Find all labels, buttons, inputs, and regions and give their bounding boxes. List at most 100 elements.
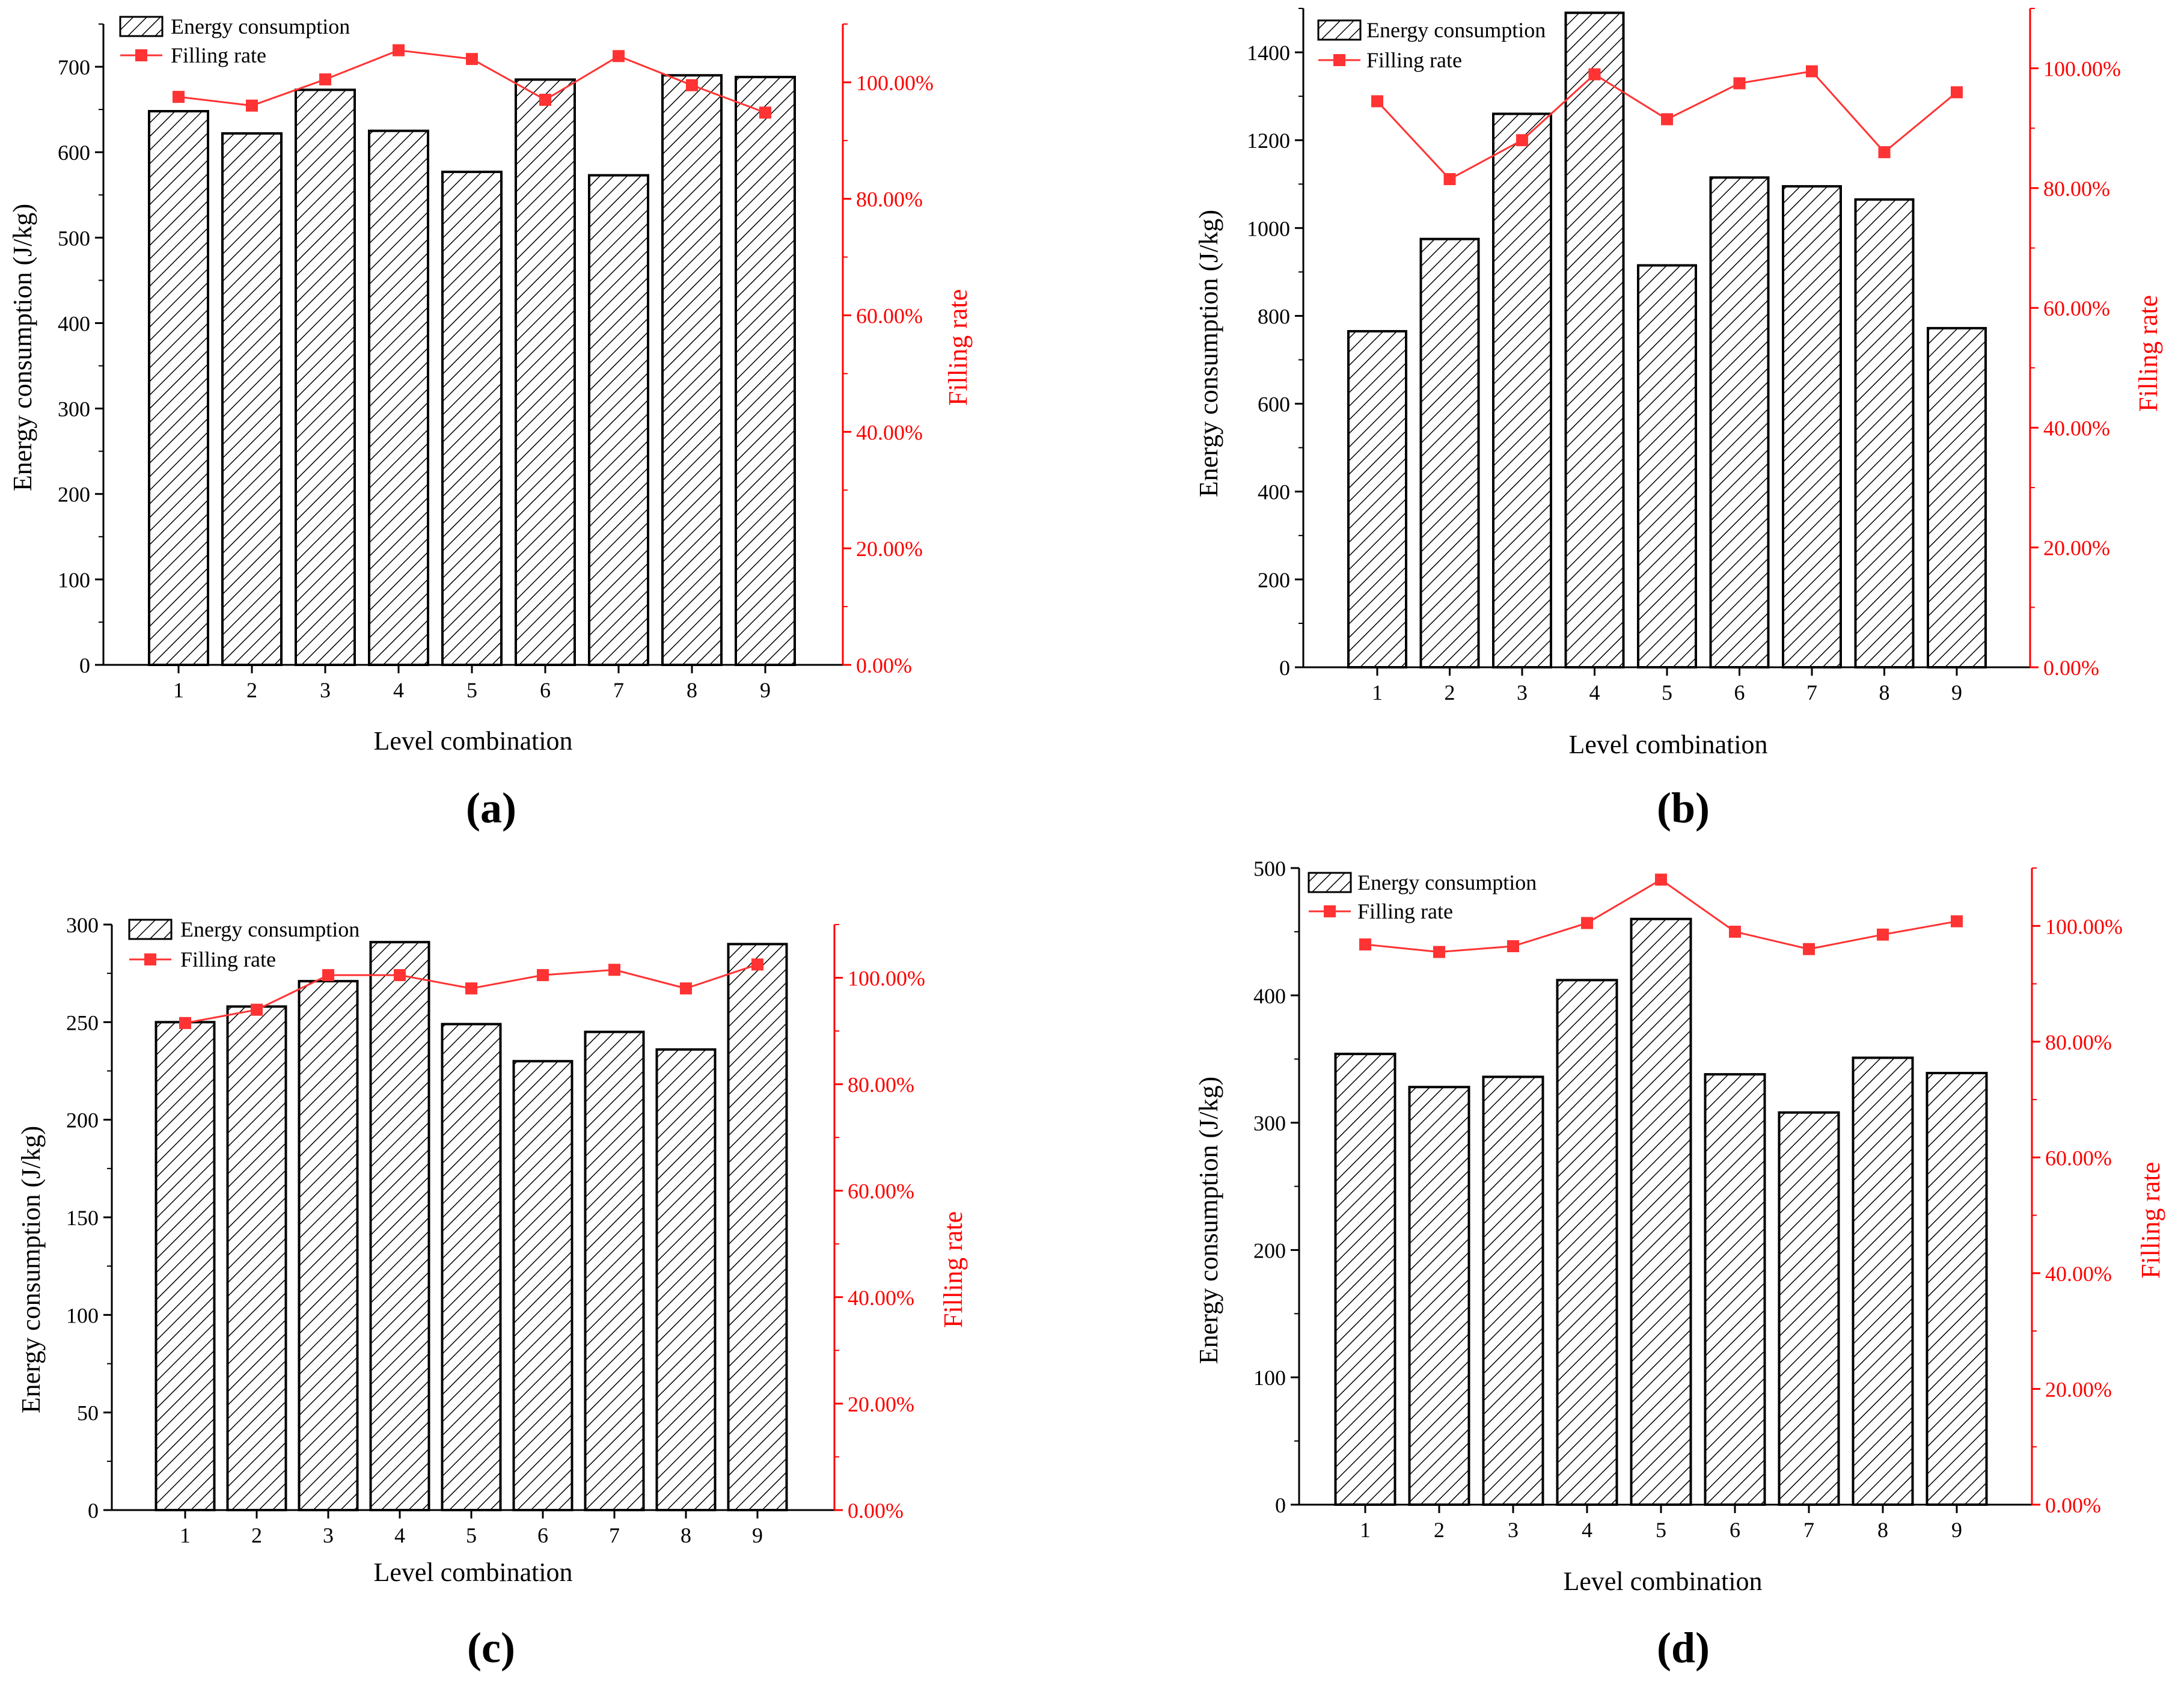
y2-tick-label: 60.00% bbox=[856, 304, 923, 328]
filling-rate-point-6 bbox=[1729, 925, 1741, 938]
y2-axis-title: Filling rate bbox=[938, 1211, 968, 1328]
filling-rate-point-4 bbox=[393, 44, 405, 57]
legend-line-marker bbox=[135, 49, 147, 61]
x-tick-label: 3 bbox=[320, 678, 331, 702]
legend-bar-swatch bbox=[1308, 872, 1352, 893]
y-tick-label: 300 bbox=[1253, 1112, 1286, 1136]
y-tick-label: 250 bbox=[66, 1011, 99, 1035]
x-tick-label: 4 bbox=[394, 1523, 405, 1547]
y-tick-label: 200 bbox=[58, 483, 90, 507]
y-axis-title: Energy consumption (J/kg) bbox=[16, 1126, 46, 1413]
y2-tick-label: 40.00% bbox=[2045, 1262, 2112, 1286]
filling-rate-point-5 bbox=[1655, 873, 1667, 886]
y2-tick-label: 60.00% bbox=[848, 1179, 914, 1203]
y-tick-label: 400 bbox=[58, 311, 90, 335]
filling-rate-point-8 bbox=[1878, 146, 1891, 159]
filling-rate-point-2 bbox=[1443, 173, 1456, 185]
filling-rate-point-7 bbox=[613, 50, 625, 63]
panel-label: (a) bbox=[466, 784, 516, 832]
x-tick-label: 6 bbox=[540, 678, 551, 702]
bar-2 bbox=[1419, 237, 1480, 669]
y2-tick-label: 20.00% bbox=[848, 1392, 914, 1416]
y-tick-label: 700 bbox=[58, 55, 90, 79]
legend-bar-label: Energy consumption bbox=[180, 917, 359, 941]
filling-rate-point-2 bbox=[1433, 946, 1445, 958]
bar-5 bbox=[441, 170, 503, 666]
x-axis-title: Level combination bbox=[1568, 730, 1767, 759]
y-tick-label: 0 bbox=[88, 1499, 99, 1523]
y-axis-title: Energy consumption (J/kg) bbox=[1194, 210, 1223, 497]
bar-5 bbox=[441, 1023, 502, 1511]
legend-line-marker bbox=[1324, 905, 1336, 917]
y2-tick-label: 20.00% bbox=[2045, 1377, 2112, 1401]
bar-3 bbox=[1492, 112, 1552, 669]
filling-rate-point-3 bbox=[322, 969, 334, 982]
x-tick-label: 3 bbox=[1508, 1518, 1519, 1542]
y-tick-label: 200 bbox=[1253, 1238, 1286, 1262]
panel-label: (b) bbox=[1657, 784, 1710, 832]
y2-tick-label: 20.00% bbox=[2043, 536, 2110, 560]
filling-rate-point-8 bbox=[1877, 928, 1889, 941]
bar-4 bbox=[368, 129, 429, 666]
bar-9 bbox=[727, 943, 788, 1511]
y2-tick-label: 100.00% bbox=[2043, 57, 2121, 81]
x-tick-label: 7 bbox=[1806, 680, 1817, 705]
y2-axis-title: Filling rate bbox=[2134, 295, 2163, 412]
filling-rate-point-7 bbox=[608, 964, 620, 976]
x-tick-label: 1 bbox=[173, 678, 184, 702]
bar-6 bbox=[515, 78, 576, 667]
filling-rate-point-7 bbox=[1806, 65, 1818, 78]
legend-bar-label: Energy consumption bbox=[171, 14, 350, 38]
y2-tick-label: 40.00% bbox=[848, 1286, 914, 1310]
filling-rate-point-1 bbox=[1371, 95, 1383, 108]
x-tick-label: 2 bbox=[246, 678, 257, 702]
bar-3 bbox=[295, 88, 356, 666]
x-tick-label: 4 bbox=[1589, 680, 1600, 705]
bar-7 bbox=[1778, 1111, 1840, 1506]
bar-9 bbox=[1926, 1071, 1988, 1506]
x-tick-label: 6 bbox=[537, 1523, 548, 1547]
panel-label: (c) bbox=[467, 1624, 515, 1672]
x-tick-label: 7 bbox=[609, 1523, 620, 1547]
bar-3 bbox=[298, 980, 359, 1511]
x-tick-label: 4 bbox=[1582, 1518, 1592, 1542]
y2-tick-label: 0.00% bbox=[2043, 656, 2099, 680]
filling-rate-point-1 bbox=[173, 91, 185, 103]
y-tick-label: 200 bbox=[66, 1109, 99, 1133]
filling-rate-point-3 bbox=[1516, 134, 1528, 147]
y2-tick-label: 0.00% bbox=[2045, 1493, 2101, 1517]
bar-7 bbox=[1782, 185, 1842, 669]
y-tick-label: 0 bbox=[1275, 1493, 1286, 1517]
x-tick-label: 8 bbox=[1877, 1518, 1888, 1542]
x-tick-label: 9 bbox=[1951, 1518, 1962, 1542]
panel-label: (d) bbox=[1657, 1624, 1710, 1672]
x-tick-label: 2 bbox=[251, 1523, 262, 1547]
y2-axis-title: Filling rate bbox=[2136, 1162, 2165, 1279]
bar-2 bbox=[1408, 1086, 1470, 1506]
bar-2 bbox=[226, 1005, 287, 1511]
x-tick-label: 7 bbox=[1803, 1518, 1814, 1542]
filling-rate-point-2 bbox=[246, 99, 258, 112]
x-tick-label: 9 bbox=[1951, 680, 1962, 705]
filling-rate-point-9 bbox=[1951, 915, 1963, 928]
panel-d: Energy consumption (J/kg) Filling rate L… bbox=[1194, 857, 2165, 1672]
legend-bar-label: Energy consumption bbox=[1357, 870, 1537, 895]
y-tick-label: 800 bbox=[1258, 304, 1290, 328]
x-tick-label: 1 bbox=[1360, 1518, 1371, 1542]
bar-1 bbox=[148, 109, 209, 666]
y-tick-label: 300 bbox=[66, 913, 99, 937]
filling-rate-point-4 bbox=[394, 969, 406, 982]
x-tick-label: 4 bbox=[393, 678, 404, 702]
x-tick-label: 2 bbox=[1434, 1518, 1445, 1542]
y2-tick-label: 20.00% bbox=[856, 537, 923, 561]
y2-axis-title: Filling rate bbox=[943, 289, 973, 406]
bar-4 bbox=[1564, 11, 1625, 669]
y-tick-label: 500 bbox=[1253, 857, 1286, 881]
bar-9 bbox=[735, 76, 796, 666]
legend-line-marker bbox=[1333, 54, 1345, 66]
x-tick-label: 9 bbox=[752, 1523, 763, 1547]
y-tick-label: 1400 bbox=[1247, 41, 1290, 65]
y-tick-label: 100 bbox=[1253, 1366, 1286, 1390]
legend-line-label: Filling rate bbox=[180, 947, 276, 971]
